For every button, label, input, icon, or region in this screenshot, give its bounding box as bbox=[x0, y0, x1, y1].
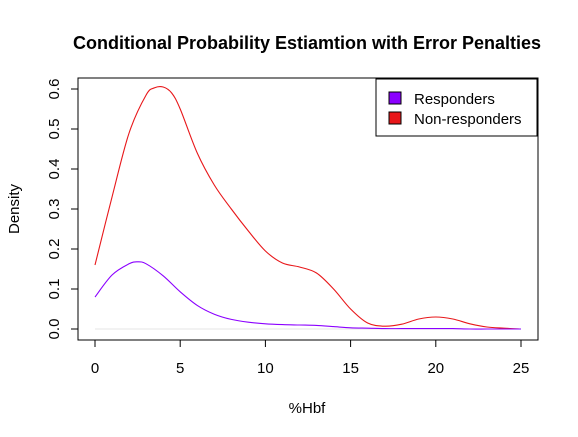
x-tick-label: 25 bbox=[513, 360, 530, 377]
y-axis: 0.0 0.1 0.2 0.3 0.4 0.5 0.6 bbox=[46, 79, 79, 340]
legend-swatch-responders bbox=[388, 91, 402, 105]
y-tick-label: 0.5 bbox=[46, 119, 63, 140]
y-axis-label: Density bbox=[6, 183, 23, 234]
x-tick-label: 0 bbox=[91, 360, 99, 377]
series-line-responders bbox=[94, 261, 521, 330]
y-tick-label: 0.4 bbox=[46, 159, 63, 180]
series-line-non-responders bbox=[94, 85, 522, 330]
y-tick-label: 0.1 bbox=[46, 279, 63, 300]
x-axis-label: %Hbf bbox=[289, 400, 327, 417]
x-tick-label: 15 bbox=[342, 360, 359, 377]
y-tick-label: 0.6 bbox=[46, 79, 63, 100]
legend-box bbox=[375, 78, 538, 137]
x-tick-label: 5 bbox=[176, 360, 184, 377]
legend: Responders Non-responders bbox=[375, 78, 538, 137]
x-axis: 0 5 10 15 20 25 bbox=[91, 339, 530, 377]
y-tick-label: 0.0 bbox=[46, 319, 63, 340]
legend-label-responders: Responders bbox=[414, 91, 495, 108]
x-tick-label: 10 bbox=[257, 360, 274, 377]
chart-title: Conditional Probability Estiamtion with … bbox=[73, 33, 541, 53]
legend-swatch-non-responders bbox=[388, 111, 402, 125]
legend-label-non-responders: Non-responders bbox=[414, 111, 522, 128]
y-tick-label: 0.3 bbox=[46, 199, 63, 220]
x-tick-label: 20 bbox=[427, 360, 444, 377]
series-layer bbox=[94, 85, 522, 330]
y-tick-label: 0.2 bbox=[46, 239, 63, 260]
